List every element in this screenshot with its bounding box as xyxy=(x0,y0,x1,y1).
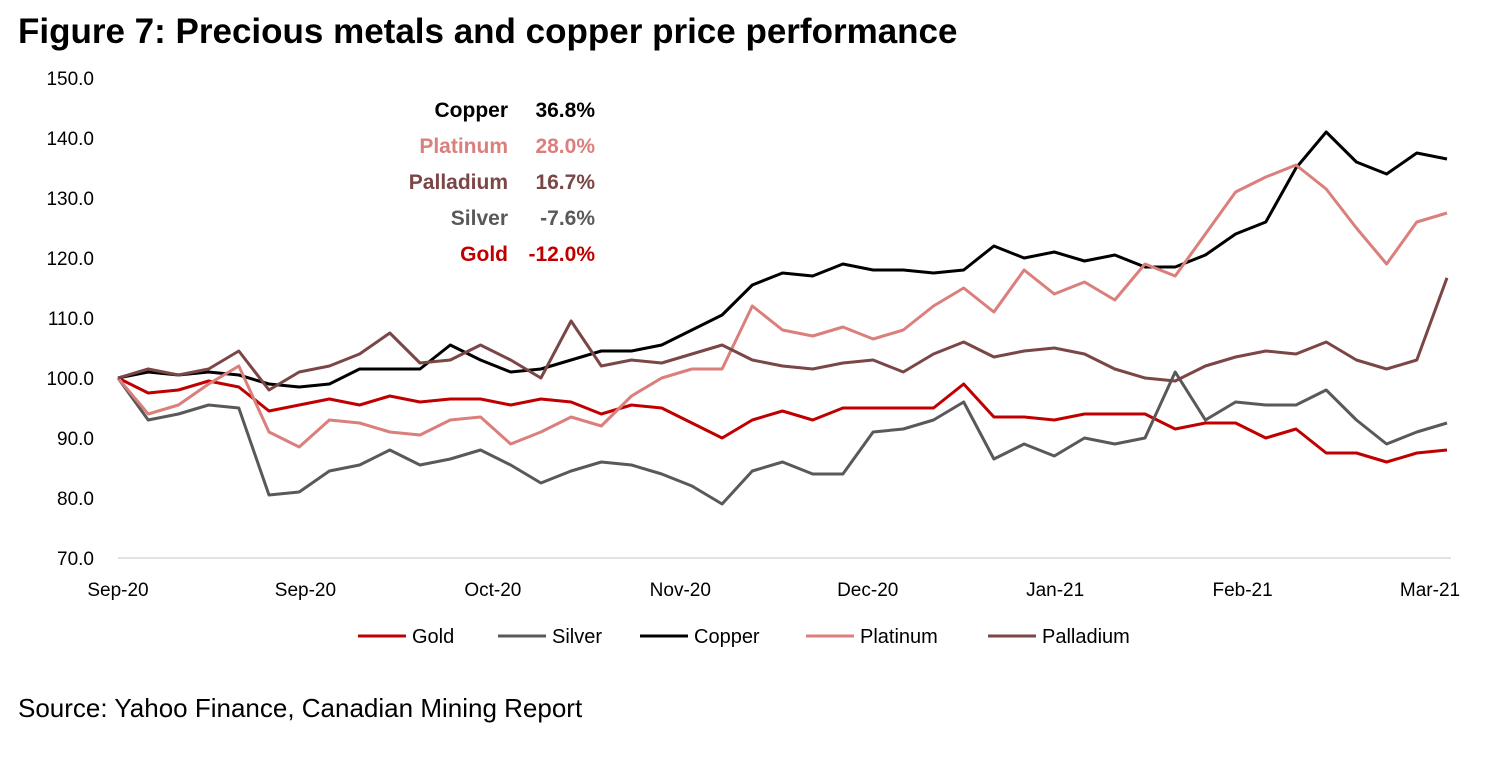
series-line-silver xyxy=(116,370,1448,506)
annotation-value: 28.0% xyxy=(535,135,595,158)
y-tick-label: 110.0 xyxy=(48,309,94,330)
series-line-copper xyxy=(117,130,1448,389)
annotation-name: Palladium xyxy=(409,171,508,194)
annotations: Copper 36.8% Platinum 28.0% Palladium 16.7% Si… xyxy=(409,99,596,266)
legend-item-silver: Silver xyxy=(498,626,602,648)
x-tick-label: Feb-21 xyxy=(1212,580,1272,601)
source-note: Source: Yahoo Finance, Canadian Mining R… xyxy=(18,693,583,723)
legend-label: Platinum xyxy=(860,626,938,648)
annotation-value: -12.0% xyxy=(528,243,595,266)
series-line-gold xyxy=(117,376,1448,464)
x-tick-label: Mar-21 xyxy=(1400,580,1460,601)
x-tick-label: Jan-21 xyxy=(1026,580,1084,601)
annotation-value: 16.7% xyxy=(535,171,595,194)
y-tick-label: 140.0 xyxy=(46,129,94,150)
y-tick-label: 90.0 xyxy=(57,429,94,450)
legend-item-gold: Gold xyxy=(358,626,454,648)
x-tick-label: Dec-20 xyxy=(837,580,898,601)
y-tick-label: 120.0 xyxy=(46,249,94,270)
legend-item-copper: Copper xyxy=(640,626,760,648)
y-tick-label: 100.0 xyxy=(46,369,94,390)
legend-label: Palladium xyxy=(1042,626,1130,648)
series-line-palladium xyxy=(117,277,1449,392)
annotation-value: 36.8% xyxy=(535,99,595,122)
annotation-name: Platinum xyxy=(419,135,508,158)
y-tick-label: 80.0 xyxy=(57,489,94,510)
x-tick-label: Sep-20 xyxy=(87,580,148,601)
axes: 150.0 140.0 130.0 120.0 110.0 100.0 90.0 80.0 70… xyxy=(46,69,1460,601)
y-tick-label: 70.0 xyxy=(57,549,94,570)
legend: Gold Silver Copper Platinum Palladium xyxy=(358,626,1130,648)
annotation-name: Silver xyxy=(451,207,508,230)
legend-item-palladium: Palladium xyxy=(988,626,1130,648)
legend-label: Gold xyxy=(412,626,454,648)
x-tick-label: Nov-20 xyxy=(650,580,711,601)
series-lines xyxy=(116,130,1449,506)
legend-item-platinum: Platinum xyxy=(806,626,938,648)
legend-label: Copper xyxy=(694,626,760,648)
legend-label: Silver xyxy=(552,626,602,648)
y-tick-label: 150.0 xyxy=(46,69,94,90)
annotation-value: -7.6% xyxy=(540,207,595,230)
x-tick-label: Oct-20 xyxy=(464,580,521,601)
chart-title: Figure 7: Precious metals and copper pri… xyxy=(18,12,958,51)
annotation-name: Copper xyxy=(435,99,509,122)
line-chart: 150.0 140.0 130.0 120.0 110.0 100.0 90.0 80.0 70… xyxy=(46,69,1460,648)
x-tick-label: Sep-20 xyxy=(275,580,336,601)
annotation-name: Gold xyxy=(460,243,508,266)
y-tick-label: 130.0 xyxy=(46,189,94,210)
series-line-platinum xyxy=(116,163,1448,449)
